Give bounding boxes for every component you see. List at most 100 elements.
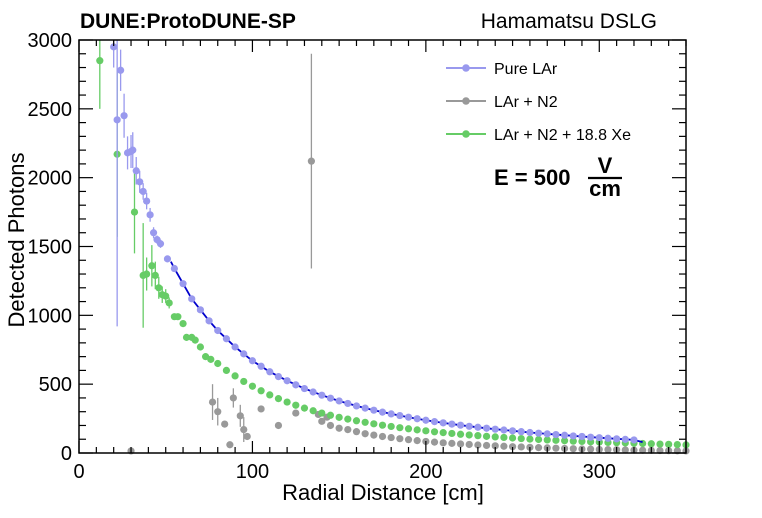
data-point [148, 262, 156, 270]
data-point [257, 405, 265, 413]
data-point [162, 292, 170, 300]
data-point [595, 434, 603, 442]
data-point [465, 422, 473, 430]
data-point [149, 229, 158, 237]
chart-title-left: DUNE:ProtoDUNE-SP [80, 10, 296, 33]
data-point [326, 421, 335, 430]
legend-marker [462, 64, 470, 72]
data-point [665, 440, 673, 448]
data-point [221, 420, 229, 428]
data-point [508, 427, 517, 435]
chart-title-right: Hamamatsu DSLG [481, 10, 657, 33]
data-point [517, 428, 525, 436]
y-tick-label: 500 [39, 374, 72, 396]
data-point [207, 355, 215, 363]
data-point [179, 319, 187, 328]
data-point [378, 432, 387, 441]
data-point [482, 432, 491, 440]
data-point [196, 343, 204, 351]
x-tick-label: 0 [73, 461, 84, 483]
data-point [196, 306, 204, 314]
y-axis-title: Detected Photons [4, 153, 29, 328]
data-point [543, 436, 551, 444]
data-point [448, 420, 456, 428]
data-point [396, 411, 404, 420]
data-point [143, 270, 151, 278]
data-point [274, 395, 283, 403]
data-point [413, 437, 421, 445]
data-point [465, 440, 473, 449]
data-point [552, 430, 560, 439]
data-point [344, 399, 352, 408]
data-point [430, 438, 439, 446]
data-point [266, 368, 274, 376]
data-point [439, 429, 447, 437]
data-point [508, 443, 517, 451]
data-point [318, 417, 326, 425]
data-point [430, 428, 439, 436]
data-point [326, 394, 335, 402]
data-point [182, 333, 191, 341]
data-point [174, 313, 182, 321]
data-point [274, 372, 283, 381]
data-point [370, 420, 378, 428]
y-tick-label: 2500 [28, 99, 73, 121]
data-point [117, 66, 125, 74]
data-point [621, 446, 629, 454]
data-point [613, 435, 621, 443]
data-point [517, 443, 525, 451]
data-point [191, 336, 199, 344]
data-point [578, 437, 586, 446]
data-point [474, 441, 482, 449]
data-point [110, 43, 118, 51]
data-point [309, 407, 317, 415]
data-point [361, 430, 369, 438]
data-point [517, 434, 525, 443]
x-tick-label: 300 [583, 461, 616, 483]
data-point [448, 429, 456, 438]
data-point [491, 442, 499, 450]
y-tick-label: 1500 [28, 237, 73, 259]
data-point [656, 440, 664, 448]
data-point [587, 445, 595, 453]
data-point [205, 317, 213, 325]
data-point [439, 419, 447, 427]
data-point [552, 436, 560, 444]
data-point [543, 430, 551, 438]
data-point [430, 418, 439, 426]
data-point [569, 432, 577, 440]
x-axis: 0 100 200 300 [73, 40, 687, 483]
data-point [292, 401, 300, 409]
data-point [404, 425, 413, 433]
data-point [482, 441, 491, 450]
data-point [465, 431, 473, 439]
data-point [561, 437, 569, 445]
data-point [491, 433, 499, 441]
data-point [361, 404, 369, 412]
x-tick-label: 100 [236, 461, 269, 483]
data-point [236, 412, 244, 420]
data-point [292, 409, 300, 417]
data-point [534, 435, 543, 444]
data-point [673, 441, 681, 449]
data-point [96, 57, 104, 65]
data-point [370, 431, 378, 439]
legend-marker [462, 97, 470, 105]
data-point [647, 440, 655, 448]
data-point [604, 445, 612, 454]
data-point [229, 394, 237, 402]
data-point [240, 350, 248, 358]
data-point [352, 417, 361, 425]
data-point [283, 377, 291, 385]
annotation-prefix: E = 500 [494, 165, 570, 190]
data-point [188, 295, 196, 303]
legend-label: Pure LAr [494, 61, 558, 78]
data-point [300, 404, 309, 412]
plot-area [96, 40, 690, 455]
data-point [326, 411, 335, 419]
data-point [534, 429, 543, 437]
data-point [508, 434, 517, 442]
data-point [257, 362, 265, 370]
data-point [283, 398, 291, 406]
